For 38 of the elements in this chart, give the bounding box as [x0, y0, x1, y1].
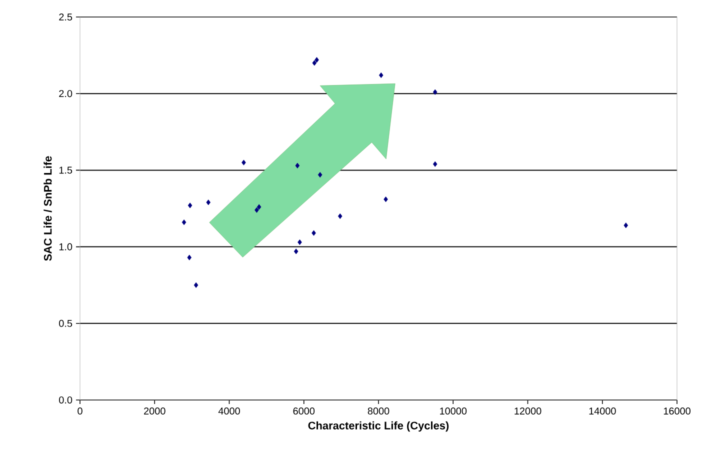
y-tick-label: 0.5 [59, 320, 72, 327]
x-tick-label: 4000 [218, 408, 240, 415]
point [312, 60, 317, 66]
point [256, 204, 262, 210]
y-tick-label: 2.5 [59, 13, 72, 21]
point [254, 207, 259, 213]
point [242, 160, 246, 166]
point [378, 72, 384, 78]
x-tick-label: 6000 [293, 408, 315, 415]
point [298, 239, 302, 245]
point [624, 222, 628, 228]
point [432, 89, 438, 95]
x-tick-label: 16000 [664, 408, 690, 415]
x-tick-label: 2000 [144, 408, 166, 415]
y-tick-label: 2.0 [59, 90, 72, 98]
x-tick-label: 12000 [514, 408, 542, 415]
point [314, 57, 319, 63]
y-axis-title: SAC Life / SnPb Life [44, 156, 52, 261]
x-tick-label: 8000 [368, 408, 390, 415]
point [295, 162, 300, 168]
point [194, 282, 198, 288]
point [312, 230, 316, 236]
point [188, 202, 192, 208]
x-tick-label: 14000 [589, 408, 616, 415]
point [187, 254, 192, 260]
y-tick-label: 1.0 [59, 243, 72, 250]
point [384, 196, 388, 202]
x-tick-label: 0 [78, 408, 82, 415]
x-tick-label: 10000 [440, 408, 467, 415]
point [182, 219, 186, 226]
point [432, 161, 438, 167]
point [294, 248, 298, 254]
point [338, 213, 342, 219]
y-tick-label: 0.0 [59, 396, 72, 404]
point [206, 200, 210, 206]
x-axis-title: Characteristic Life (Cycles) [308, 421, 449, 432]
y-tick-label: 1.5 [59, 166, 72, 174]
point [318, 172, 322, 178]
